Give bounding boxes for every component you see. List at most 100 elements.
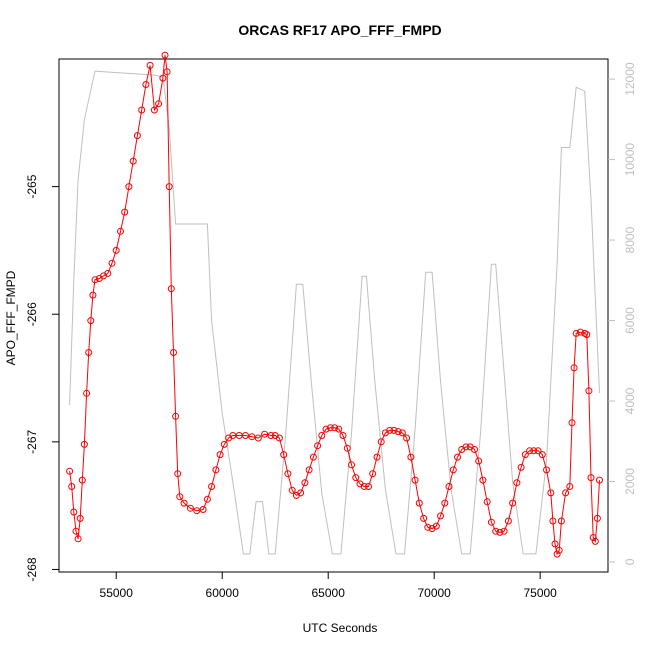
y2-tick-label: 4000 <box>623 387 637 414</box>
data-point <box>216 451 224 459</box>
secondary-series-line <box>69 70 600 555</box>
data-point <box>521 451 529 459</box>
data-point <box>591 537 599 545</box>
data-point <box>220 440 228 448</box>
data-point <box>89 291 97 299</box>
data-point <box>108 259 116 267</box>
data-point <box>471 446 478 453</box>
data-point <box>432 522 440 530</box>
data-point <box>104 269 112 277</box>
data-point <box>318 432 326 439</box>
data-point <box>180 499 188 507</box>
data-point <box>449 466 457 474</box>
y-tick-label: -267 <box>25 430 39 454</box>
data-point <box>288 486 296 494</box>
data-point <box>121 208 129 216</box>
data-point <box>248 433 256 441</box>
data-point <box>212 466 220 474</box>
data-point <box>267 432 275 439</box>
data-point <box>80 440 88 448</box>
data-point <box>275 434 283 442</box>
y-axis: -268 -267 -266 -265 <box>25 174 59 581</box>
data-point <box>186 504 194 512</box>
data-point <box>348 461 355 469</box>
data-point <box>208 483 216 490</box>
data-point <box>557 517 565 525</box>
data-point <box>568 419 576 427</box>
y2-tick-label: 6000 <box>623 307 637 334</box>
data-point <box>583 331 591 339</box>
data-point <box>305 466 313 474</box>
y2-tick-label: 10000 <box>623 143 637 177</box>
data-point <box>280 451 288 459</box>
data-point <box>172 412 180 420</box>
x-tick-label: 55000 <box>100 586 134 600</box>
data-point <box>74 535 82 543</box>
data-point <box>576 328 584 336</box>
x-tick-label: 65000 <box>312 586 346 600</box>
data-point <box>479 476 487 484</box>
y-tick-label: -266 <box>25 302 39 326</box>
y2-tick-label: 12000 <box>623 62 637 96</box>
data-point <box>487 518 495 526</box>
data-point <box>526 447 534 455</box>
data-point <box>72 527 80 535</box>
data-point <box>159 74 167 82</box>
data-point <box>513 479 521 487</box>
x-axis-label: UTC Seconds <box>303 621 378 635</box>
data-point <box>314 442 322 450</box>
data-point <box>170 349 177 356</box>
data-point <box>309 453 317 461</box>
data-point <box>301 479 309 487</box>
data-point <box>462 443 470 451</box>
data-point <box>377 438 385 446</box>
data-point <box>167 285 175 293</box>
x-axis: 55000 60000 65000 70000 75000 <box>100 572 557 600</box>
data-point <box>85 349 93 356</box>
data-point <box>360 483 368 490</box>
data-point <box>570 364 578 372</box>
data-point <box>454 453 461 461</box>
data-point <box>562 489 570 497</box>
y2-tick-label: 2000 <box>623 468 637 495</box>
data-point <box>390 426 398 434</box>
y2-tick-label: 0 <box>623 558 637 565</box>
data-point <box>83 389 91 397</box>
data-point <box>129 157 137 165</box>
data-point <box>326 424 334 432</box>
data-point <box>146 61 154 69</box>
data-point <box>475 457 483 465</box>
data-point <box>199 506 207 513</box>
data-point <box>566 483 574 490</box>
data-point <box>500 527 508 535</box>
y2-axis: 0 2000 4000 6000 8000 10000 12000 <box>608 62 637 565</box>
data-point <box>420 514 428 522</box>
data-point <box>394 428 402 436</box>
data-point <box>543 466 550 474</box>
data-point <box>161 51 169 59</box>
data-point <box>424 523 432 531</box>
x-tick-label: 70000 <box>417 586 451 600</box>
data-point <box>150 106 158 114</box>
data-point <box>437 512 444 520</box>
data-point <box>339 432 347 439</box>
data-point <box>176 493 184 501</box>
data-point <box>343 444 351 452</box>
data-point <box>403 434 411 442</box>
data-point <box>78 476 86 484</box>
data-point <box>415 499 423 507</box>
data-point <box>585 387 593 395</box>
data-point <box>534 447 542 455</box>
x-tick-label: 60000 <box>206 586 240 600</box>
data-point <box>373 453 381 461</box>
data-point <box>398 429 406 437</box>
data-point <box>593 514 601 522</box>
data-point <box>142 81 150 88</box>
data-point <box>492 527 500 535</box>
data-point <box>117 227 124 235</box>
data-point <box>133 132 141 140</box>
data-point <box>407 453 415 461</box>
x-tick-label: 75000 <box>523 586 557 600</box>
data-point <box>496 528 504 536</box>
